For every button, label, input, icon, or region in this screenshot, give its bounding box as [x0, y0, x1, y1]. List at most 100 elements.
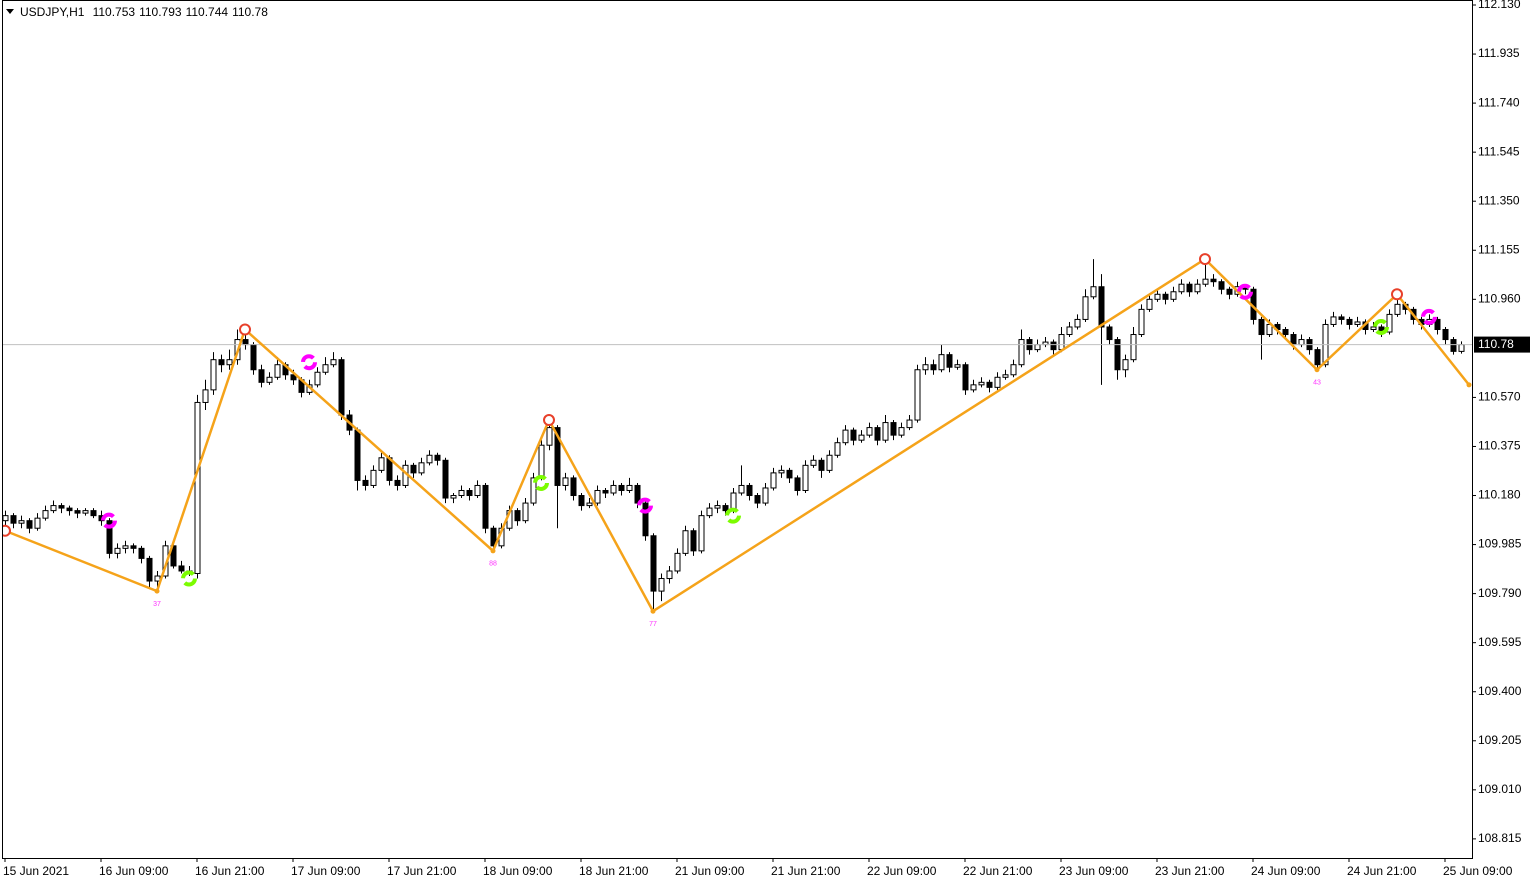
- candle-body-bear: [1226, 288, 1233, 295]
- candle-body-bull: [706, 507, 713, 517]
- y-tick-label: 111.545: [1478, 144, 1520, 158]
- candle-body-bear: [410, 464, 417, 474]
- y-tick-label: 109.985: [1478, 537, 1522, 551]
- candle-body-bear: [690, 530, 697, 552]
- candle-body-bull: [1394, 303, 1401, 315]
- candle-body-bear: [146, 557, 153, 582]
- candle-body-bear: [618, 484, 625, 491]
- candle-body-bull: [1386, 313, 1393, 333]
- y-tick-label: 110.375: [1478, 439, 1521, 453]
- candle-body-bull: [530, 477, 537, 504]
- candle-body-bear: [1314, 349, 1321, 366]
- candle-body-bear: [754, 495, 761, 504]
- candle-body-bear: [818, 459, 825, 471]
- x-tick-label: 23 Jun 21:00: [1155, 864, 1225, 878]
- y-tick-label: 110.960: [1478, 291, 1521, 305]
- candle-body-bear: [1098, 286, 1105, 328]
- candle-body-bear: [242, 339, 249, 346]
- candle-body-bear: [394, 479, 401, 486]
- candle-body-bull: [202, 389, 209, 403]
- candle-body-bull: [426, 454, 433, 464]
- candle-body-bull: [34, 517, 41, 529]
- y-tick-label: 108.815: [1478, 831, 1522, 845]
- candle-body-bull: [1154, 293, 1161, 300]
- low-price: 110.744: [186, 5, 229, 19]
- candle-body-bull: [378, 457, 385, 471]
- candle-body-bear: [890, 422, 897, 436]
- candle-body-bull: [610, 484, 617, 494]
- buy-signal: [725, 507, 741, 524]
- x-tick-label: 23 Jun 09:00: [1059, 864, 1129, 878]
- candle-body-bull: [658, 578, 665, 592]
- candle-body-bear: [482, 484, 489, 529]
- y-tick-label: 109.595: [1478, 635, 1522, 649]
- candle-body-bull: [1090, 286, 1097, 298]
- x-tick-label: 22 Jun 09:00: [867, 864, 937, 878]
- x-tick-label: 18 Jun 21:00: [579, 864, 649, 878]
- chart-header: USDJPY,H1 110.753 110.793 110.744 110.78: [20, 5, 268, 19]
- candle-body-bull: [762, 487, 769, 504]
- candle-body-bull: [906, 419, 913, 429]
- candle-body-bear: [218, 359, 225, 366]
- candle-body-bull: [810, 459, 817, 466]
- candle-body-bear: [1450, 339, 1457, 352]
- buy-signal: [181, 570, 197, 587]
- x-tick-label: 15 Jun 2021: [3, 864, 69, 878]
- candle-body-bull: [1202, 278, 1209, 285]
- candle-body-bull: [626, 484, 633, 491]
- x-tick-label: 17 Jun 09:00: [291, 864, 361, 878]
- candle-body-bear: [874, 427, 881, 441]
- x-tick-label: 16 Jun 09:00: [99, 864, 169, 878]
- candle-body-bull: [994, 376, 1001, 388]
- close-price: 110.78: [232, 5, 268, 19]
- candle-body-bull: [938, 354, 945, 371]
- candle-body-bull: [1010, 364, 1017, 376]
- candle-body-bull: [802, 464, 809, 491]
- candle-body-bear: [1050, 341, 1057, 351]
- candle-body-bear: [1282, 328, 1289, 336]
- candle-body-bull: [922, 364, 929, 371]
- x-tick-label: 22 Jun 21:00: [963, 864, 1033, 878]
- x-tick-label: 21 Jun 21:00: [771, 864, 841, 878]
- price-label-box: [1474, 336, 1530, 353]
- candle-body-bull: [418, 462, 425, 474]
- candle-body-bull: [834, 442, 841, 456]
- y-tick-label: 109.205: [1478, 733, 1522, 747]
- candle-body-bear: [138, 547, 145, 559]
- pivot-high: [1391, 288, 1403, 301]
- candle-body-bull: [1034, 344, 1041, 351]
- candle-body-bear: [130, 545, 137, 549]
- candle-body-bear: [650, 535, 657, 592]
- candle-body-bull: [1074, 318, 1081, 328]
- candle-body-bull: [866, 427, 873, 436]
- candle-body-bear: [786, 469, 793, 479]
- plot-frame: [2, 0, 1473, 859]
- candle-body-bear: [986, 381, 993, 388]
- y-tick-label: 111.155: [1478, 242, 1520, 256]
- x-tick-label: 17 Jun 21:00: [387, 864, 457, 878]
- candle-body-bear: [794, 477, 801, 491]
- candle-body-bear: [1338, 316, 1345, 320]
- candle-body-bear: [1218, 281, 1225, 290]
- sell-signal: [101, 512, 117, 529]
- candle-body-bull: [682, 530, 689, 554]
- candle-body-bull: [698, 515, 705, 552]
- candle-body-bull: [882, 422, 889, 441]
- candle-body-bull: [1170, 291, 1177, 300]
- candle-body-bull: [370, 469, 377, 486]
- symbol: USDJPY,H1: [20, 5, 85, 19]
- candle-body-bear: [1434, 318, 1441, 330]
- candle-body-bear: [74, 510, 81, 514]
- candle-body-bull: [114, 547, 121, 554]
- candle-body-bear: [514, 510, 521, 522]
- candle-body-bull: [450, 495, 457, 499]
- menu-arrow[interactable]: [6, 9, 14, 14]
- y-tick-label: 109.790: [1478, 586, 1522, 600]
- candle-body-bear: [354, 429, 361, 481]
- pivot-label: 88: [489, 561, 497, 568]
- candle-body-bear: [178, 565, 185, 572]
- pivot-high: [543, 414, 555, 427]
- candle-body-bear: [1346, 318, 1353, 325]
- candle-body-bull: [266, 376, 273, 383]
